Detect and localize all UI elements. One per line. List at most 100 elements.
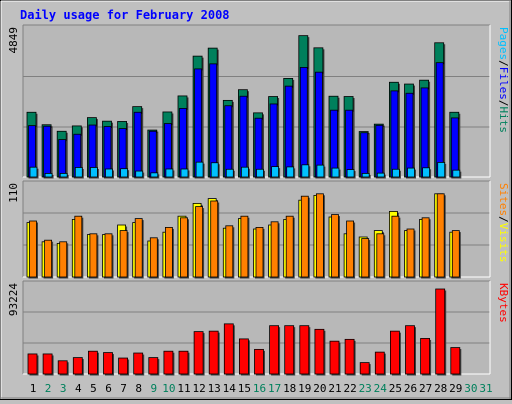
x-tick-label-5: 5 [90,382,97,395]
bar-pages-day-19 [301,164,310,178]
bar-pages-day-24 [376,172,385,178]
bar-files-day-11 [179,108,187,178]
bar-pages-day-13 [210,162,219,178]
bar-kbytes-day-23 [359,362,370,375]
bar-files-day-29 [450,117,459,178]
bar-kbytes-day-29 [450,347,461,375]
bar-files-day-9 [148,130,157,178]
bar-pages-day-25 [391,168,400,178]
bar-pages-day-29 [452,169,461,178]
bar-pages-day-7 [120,168,128,178]
bar-kbytes-day-28 [435,288,446,375]
bar-kbytes-day-1 [27,353,38,375]
bar-files-day-21 [330,109,338,178]
bar-sites-day-2 [44,239,52,278]
bar-pages-day-8 [135,170,144,178]
bar-sites-day-23 [361,238,370,278]
bar-pages-day-12 [195,161,204,178]
bar-kbytes-day-14 [223,323,234,375]
bar-pages-day-27 [422,167,431,178]
bar-files-day-12 [194,68,203,178]
bar-kbytes-day-9 [148,357,159,375]
bar-files-day-15 [239,95,248,178]
bar-kbytes-day-2 [42,353,53,375]
y-max-label-1: 110 [7,183,20,203]
bar-kbytes-day-16 [254,348,264,375]
bar-sites-day-13 [210,200,219,278]
x-tick-label-20: 20 [313,382,326,395]
x-tick-label-23: 23 [359,382,372,395]
bar-pages-day-20 [316,164,325,178]
bar-kbytes-day-22 [344,338,355,375]
bar-sites-day-11 [180,217,188,278]
bar-kbytes-day-4 [72,357,83,375]
legend-0: Pages/Files/Hits [497,27,510,133]
bar-kbytes-day-27 [420,338,431,375]
legend-entry-1-0: Sites [497,183,510,216]
bar-sites-day-18 [285,215,294,278]
bar-pages-day-15 [240,166,249,178]
bar-files-day-27 [420,87,429,178]
bar-pages-day-23 [361,173,370,178]
bar-sites-day-3 [59,241,68,278]
x-tick-label-16: 16 [253,382,266,395]
x-tick-label-11: 11 [177,382,190,395]
bar-kbytes-day-10 [163,350,174,375]
x-tick-label-13: 13 [208,382,221,395]
bar-kbytes-day-3 [57,360,68,375]
bar-kbytes-day-5 [88,350,98,375]
bar-sites-day-28 [436,193,445,278]
bar-pages-day-28 [437,162,446,178]
x-tick-label-10: 10 [162,382,175,395]
bar-kbytes-day-6 [103,352,113,375]
bar-files-day-26 [405,92,414,178]
bar-sites-day-25 [391,215,400,278]
x-tick-label-27: 27 [419,382,432,395]
x-tick-label-12: 12 [192,382,205,395]
bar-pages-day-26 [407,167,415,178]
bar-kbytes-day-13 [208,330,219,375]
x-tick-label-14: 14 [223,382,237,395]
bar-files-day-2 [43,125,51,178]
x-tick-label-25: 25 [389,382,402,395]
x-tick-label-8: 8 [135,382,142,395]
bar-sites-day-6 [104,233,113,278]
bar-kbytes-day-26 [405,325,415,375]
x-tick-label-2: 2 [45,382,52,395]
x-tick-label-9: 9 [150,382,157,395]
bar-sites-day-14 [225,225,234,278]
bar-sites-day-24 [376,233,385,278]
bar-sites-day-12 [195,206,204,278]
x-tick-label-29: 29 [449,382,462,395]
bar-kbytes-day-21 [329,340,340,375]
bar-pages-day-4 [74,167,83,178]
bar-sites-day-10 [164,226,173,278]
bar-files-day-24 [375,124,384,178]
x-tick-label-6: 6 [105,382,112,395]
y-max-label-0: 4849 [7,27,20,54]
bar-pages-day-11 [180,168,189,178]
bar-pages-day-9 [150,172,159,178]
bar-files-day-23 [360,132,369,178]
bar-files-day-8 [133,111,142,178]
bar-sites-day-4 [74,215,83,278]
bar-files-day-16 [254,117,263,178]
bar-sites-day-9 [149,237,158,278]
bar-pages-day-5 [90,167,98,178]
bar-files-day-19 [299,67,308,178]
bar-kbytes-day-11 [178,350,189,375]
x-tick-label-18: 18 [283,382,296,395]
x-tick-label-15: 15 [238,382,251,395]
bar-pages-day-3 [59,173,68,178]
y-max-label-2: 93224 [7,283,20,316]
x-tick-label-30: 30 [464,382,477,395]
bar-kbytes-day-17 [269,325,280,375]
bar-sites-day-15 [240,215,249,278]
bar-files-day-3 [58,139,67,178]
bar-sites-day-19 [300,195,309,278]
x-tick-label-19: 19 [298,382,311,395]
bar-kbytes-day-24 [374,351,385,375]
